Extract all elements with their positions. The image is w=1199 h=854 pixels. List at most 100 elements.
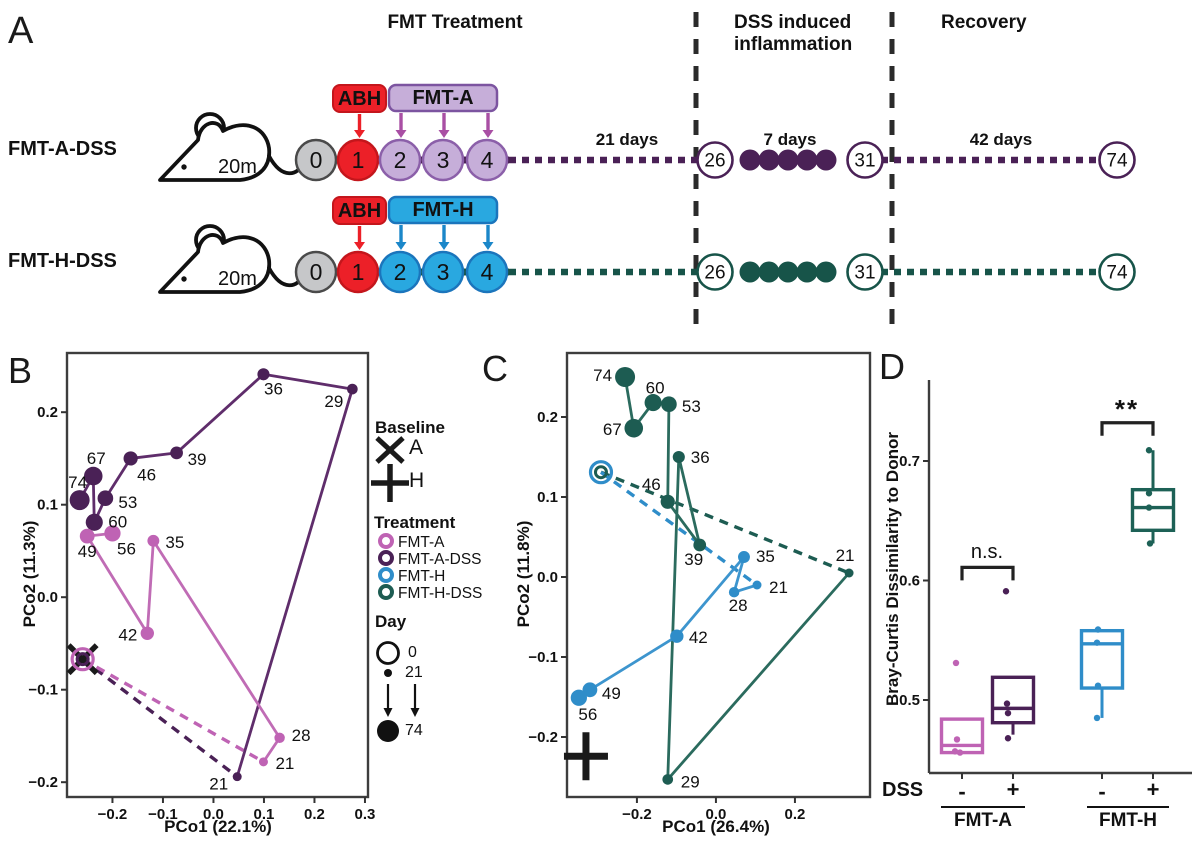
ns-annotation: n.s. [970,541,1004,563]
day-point [670,629,684,643]
day-point [83,466,103,486]
day-point-label: 29 [681,772,700,791]
day-point [258,757,268,767]
legend-item-fmt-a-dss: FMT-A-DSS [398,551,482,568]
mouse-eye [181,164,187,170]
timeline-node-label: 1 [352,259,365,285]
significance-bracket [1100,421,1155,436]
legend-day74-circle [377,720,399,742]
day-point-label: 21 [275,754,294,773]
plot-border [565,351,872,799]
trajectory-line-FMT-H [578,555,758,699]
day0-ring-inner [75,652,90,667]
dss-minus-fmth: - [1098,779,1106,804]
treatment-arrow-head [395,130,407,138]
timeline-node-label: 3 [437,259,450,285]
mouse-age-label: 20m [218,268,257,290]
panel-b-label: B [8,350,33,391]
day-point-label: 46 [642,475,661,494]
treatment-arrow-head [354,242,365,250]
jitter-dot [1003,700,1011,707]
day-point-label: 21 [769,578,788,597]
legend-day0-circle [376,641,400,665]
dss-dot [758,261,780,283]
jitter-dot [1145,490,1153,497]
day-point [85,513,103,531]
timeline-open-node-label: 26 [704,151,725,172]
day-point-label: 74 [68,473,87,492]
dss-dot [777,261,799,283]
mouse-body [158,121,272,182]
y-tick-label: 0.5 [899,692,920,709]
legend-ring [378,584,394,600]
box [1130,487,1176,533]
day0-ring-inner [593,465,608,480]
day-point [660,494,675,509]
timeline-node [465,250,509,294]
timeline-open-node-label: 74 [1106,151,1128,172]
panel-d-label: D [879,346,905,387]
jitter-dot [1093,639,1101,646]
timeline-node [294,138,338,182]
panel-a-label: A [8,10,34,52]
day-point-label: 21 [836,546,855,565]
day-point-label: 56 [117,539,136,558]
timeline-node [294,250,338,294]
jitter-dot [1145,447,1153,454]
y-tick-label: 0.6 [899,573,920,590]
phase-title-recovery: Recovery [941,12,1027,33]
group-axis-fmt-a: FMT-A [941,806,1025,832]
timeline-node-label: 1 [352,147,365,173]
timeline-open-node-label: 31 [854,151,875,172]
day-point-label: 29 [324,392,343,411]
day-point [274,732,285,744]
box [990,675,1036,725]
day-point [661,396,677,413]
y-tick-label: 0.7 [899,453,920,470]
y-tick-label: −0.1 [28,682,58,699]
day-point [570,689,587,706]
legend-day-21: 21 [405,664,423,681]
timeline-open-node [1098,253,1136,291]
mouse-eye [181,276,187,282]
day-point-label: 36 [691,448,710,467]
day-point [97,490,114,507]
timeline-node [465,138,509,182]
day-point-label: 39 [684,550,703,569]
day-point-label: 36 [264,379,283,398]
treatment-arrow-head [395,242,407,250]
braycurtis-axis-title: Bray-Curtis Dissimilarity to Donor [883,432,902,706]
day-point [624,418,644,438]
day-point [347,383,358,395]
legend-baseline-a: A [409,436,424,459]
timeline-open-node-label: 26 [704,263,725,284]
y-tick-label: 0.0 [37,589,58,606]
dss-dot [758,149,780,171]
treatment-arrow-head [482,242,494,250]
panel-a: 0 1 2 3 4 26 31 74 0 1 2 3 4 26 31 74 [158,12,1136,332]
legend-baseline-h: H [409,469,425,492]
span-21-days: 21 days [595,130,659,149]
x-tick-label: −0.2 [98,806,128,823]
abx-box-label: ABH [337,200,382,222]
legend-item-fmt-h-dss: FMT-H-DSS [398,585,483,602]
timeline-open-node-label: 31 [854,263,875,284]
treatment-arrow-head [482,130,494,138]
day-point-label: 74 [593,366,612,385]
day-point-label: 35 [756,547,775,566]
day-point-label: 39 [188,450,207,469]
day-point-label: 28 [292,726,311,745]
x-tick-label: 0.1 [254,806,275,823]
legend-ring [378,550,394,566]
legend-x-symbol [375,436,405,464]
day-point [232,772,242,782]
jitter-dot [952,659,960,667]
plot-border [65,351,370,799]
jitter-dot [956,749,964,756]
legend-day-0: 0 [408,644,417,661]
dss-minus-fmta: - [958,779,966,804]
jitter-dot [1004,735,1012,742]
jitter-dot [1145,504,1153,511]
